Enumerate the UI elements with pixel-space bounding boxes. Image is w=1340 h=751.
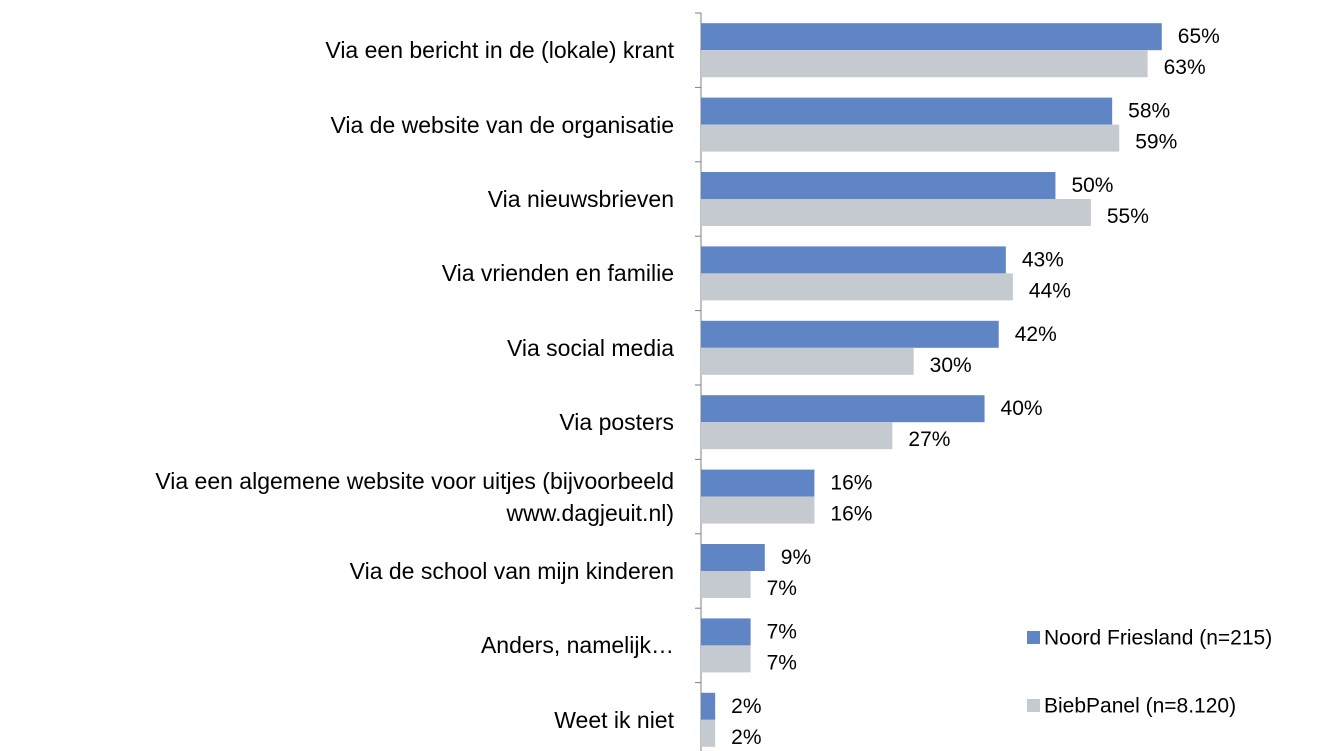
data-label: 30%: [930, 354, 972, 377]
bar: [701, 199, 1091, 226]
bar: [701, 395, 985, 423]
category-label: Via de website van de organisatie: [330, 111, 674, 138]
bar: [701, 422, 893, 450]
data-label: 42%: [1015, 323, 1057, 346]
category-label: Weet ik niet: [554, 706, 674, 733]
data-label: 65%: [1178, 25, 1220, 48]
data-label: 63%: [1164, 56, 1206, 79]
data-label: 9%: [781, 546, 811, 569]
legend-label: BiebPanel (n=8.120): [1044, 695, 1236, 718]
data-label: 59%: [1135, 131, 1177, 154]
data-label: 27%: [908, 428, 950, 451]
bar: [701, 347, 914, 375]
bar: [701, 469, 815, 497]
data-label: 16%: [830, 503, 872, 526]
category-label: Via de school van mijn kinderen: [349, 558, 674, 584]
data-label: 44%: [1029, 279, 1071, 302]
bar: [701, 23, 1162, 51]
data-label: 43%: [1022, 248, 1064, 271]
bar: [701, 496, 815, 524]
legend-label: Noord Friesland (n=215): [1044, 627, 1272, 650]
data-label: 2%: [731, 726, 761, 749]
data-label: 58%: [1128, 100, 1170, 123]
legend-swatch: [1027, 699, 1040, 712]
bar: [701, 645, 751, 673]
category-label: Via vrienden en familie: [441, 260, 674, 287]
data-label: 7%: [767, 651, 797, 674]
bar: [701, 571, 751, 598]
bar: [701, 124, 1120, 152]
legend-swatch: [1027, 631, 1040, 644]
bar: [701, 246, 1006, 274]
category-label: Via posters: [559, 409, 674, 436]
bar: [701, 618, 751, 646]
bar: [701, 320, 999, 348]
data-label: 7%: [767, 577, 797, 600]
bar: [701, 692, 716, 720]
category-label: Via een bericht in de (lokale) krant: [325, 37, 674, 64]
data-label: 40%: [1001, 397, 1043, 420]
data-label: 55%: [1107, 205, 1149, 228]
bar: [701, 544, 765, 571]
category-label: Via een algemene website voor uitjes (bi…: [155, 467, 674, 526]
bar: [701, 719, 716, 747]
data-label: 2%: [731, 695, 761, 718]
category-label: Anders, namelijk…: [480, 632, 674, 659]
data-label: 16%: [830, 472, 872, 495]
category-label: Via social media: [506, 334, 674, 361]
data-label: 50%: [1071, 174, 1113, 197]
bar: [701, 172, 1056, 199]
bar: [701, 273, 1013, 301]
bar: [701, 50, 1148, 78]
bar: [701, 97, 1113, 125]
data-label: 7%: [767, 620, 797, 643]
category-label: Via nieuwsbrieven: [487, 186, 674, 212]
